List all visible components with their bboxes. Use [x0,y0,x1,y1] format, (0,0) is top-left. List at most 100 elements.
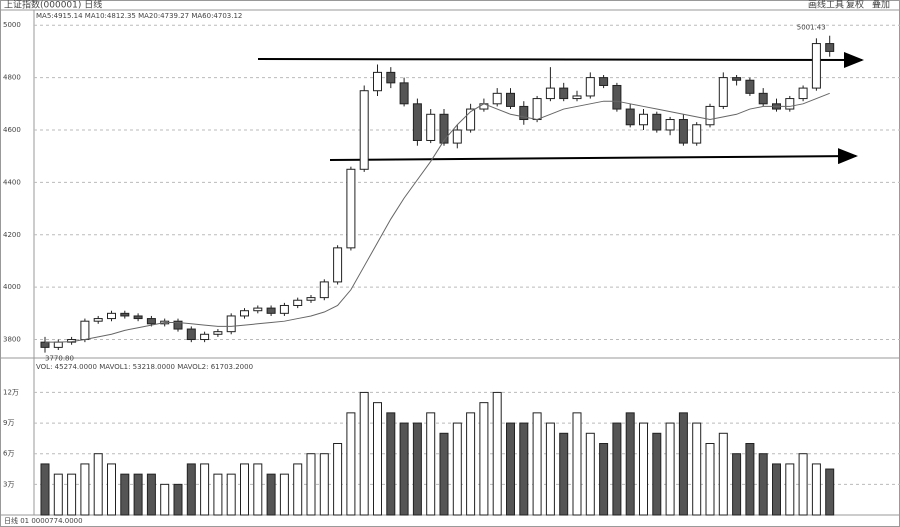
volume-bar [93,453,103,516]
volume-bar [466,412,476,516]
candle-body [492,92,502,105]
candle-body [439,113,449,144]
volume-bar [625,412,635,516]
volume-bar [479,402,489,516]
candle-body [333,247,343,283]
volume-bar [692,422,702,516]
volume-bar [200,463,210,516]
resistance-arrow [257,51,864,68]
volume-bar [665,422,675,516]
volume-bar [439,432,449,516]
y-tick-label: 3800 [3,336,21,344]
volume-bar [146,473,156,516]
volume-bar [266,473,276,516]
volume-bar [825,468,835,516]
volume-bar [785,463,795,516]
low-label: 3770.80 [45,355,74,363]
volume-bar [718,432,728,516]
volume-bar [319,453,329,516]
volume-bar [186,463,196,516]
volume-tick-label: 9万 [3,419,14,427]
candle-body [213,331,223,335]
candle-body [412,103,422,141]
candle-body [718,77,728,107]
candle-body [293,299,303,306]
candle-body [825,43,835,52]
candle-body [93,318,103,322]
candle-body [692,124,702,144]
volume-bar [53,473,63,516]
volume-bar [226,473,236,516]
y-tick-label: 4000 [3,283,21,291]
button[interactable]: 叠加 [872,0,890,11]
volume-bar [612,422,622,516]
y-tick-label: 4200 [3,231,21,239]
candle-body [120,312,130,317]
volume-bar [279,473,289,516]
volume-bar [67,473,77,516]
volume-bar [639,422,648,516]
candle-body [107,312,116,320]
volume-bar [572,412,582,516]
y-tick-label: 4400 [3,178,21,186]
candle-body [426,113,436,141]
candle-body [758,92,768,105]
candle-body [599,77,609,86]
volume-bar [240,463,249,516]
candle-body [53,341,63,348]
candle-body [545,87,555,100]
volume-bar [599,443,609,516]
candle-body [639,113,648,126]
candle-body [266,307,276,314]
volume-bar [519,422,529,516]
candle-body [745,79,755,94]
candle-body [226,315,236,333]
volume-bar [798,453,808,516]
volume-bar [333,443,343,516]
volume-bar [107,463,116,516]
volume-bar [160,483,170,516]
candle-body [705,105,715,126]
candle-body [785,98,795,110]
candle-body [186,328,196,341]
volume-tick-label: 12万 [3,388,19,396]
y-tick-label: 4800 [3,74,21,82]
volume-bar [80,463,90,516]
volume-bar [772,463,781,516]
candle-body [506,92,515,107]
volume-bar [213,473,223,516]
candle-body [146,318,156,325]
volume-bar [373,402,382,516]
volume-bar [811,463,821,516]
volume-bar [492,391,502,516]
volume-bar [293,463,303,516]
candle-body [133,315,143,320]
candle-body [279,304,289,314]
high-label: 5001.43 [797,24,826,32]
candle-body [652,113,662,131]
volume-tick-label: 3万 [3,480,14,488]
volume-bar [133,473,143,516]
candle-body [173,320,183,330]
candle-body [40,341,50,348]
candle-body [732,77,742,81]
candle-body [452,129,462,144]
volume-bar [745,443,755,516]
volume-bar [399,422,409,516]
candle-body [519,105,529,121]
volume-bar [506,422,515,516]
candle-body [559,87,569,100]
candle-body [306,297,316,301]
candle-body [80,320,90,341]
button[interactable]: 复权 [846,0,864,11]
volume-bar [652,432,662,516]
y-tick-label: 5000 [3,21,21,29]
footer: 日线 01 0000774.0000 [4,516,83,525]
candle-body [665,119,675,131]
candle-body [625,108,635,126]
button[interactable]: 画线工具 [808,0,844,11]
candle-body [319,281,329,299]
volume-bar [732,453,742,516]
volume-bar [253,463,263,516]
